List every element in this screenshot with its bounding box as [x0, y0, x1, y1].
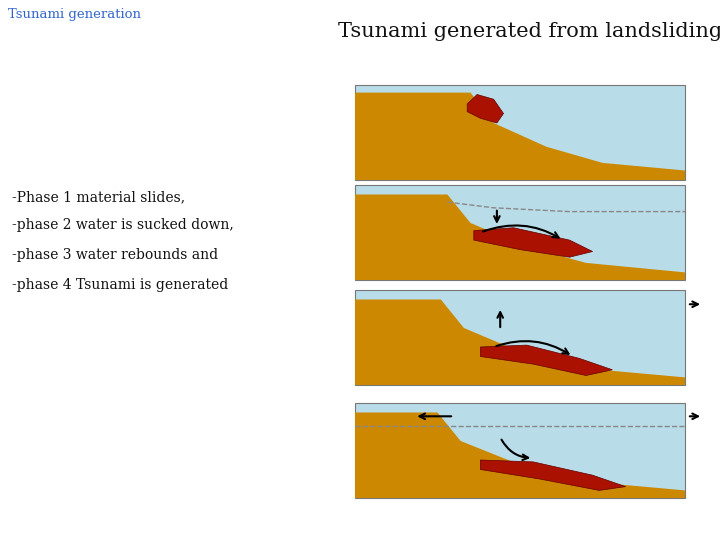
Bar	[355, 290, 685, 385]
Text: Tsunami generation: Tsunami generation	[8, 8, 141, 21]
Polygon shape	[355, 92, 685, 180]
Polygon shape	[355, 194, 685, 280]
Polygon shape	[355, 300, 685, 385]
Text: -Phase 1 material slides,: -Phase 1 material slides,	[12, 190, 185, 204]
Polygon shape	[467, 94, 503, 123]
Polygon shape	[480, 345, 613, 375]
Text: -phase 4 Tsunami is generated: -phase 4 Tsunami is generated	[12, 278, 228, 292]
Bar	[355, 403, 685, 498]
Text: -phase 3 water rebounds and: -phase 3 water rebounds and	[12, 248, 218, 262]
Bar	[355, 185, 685, 280]
Polygon shape	[355, 413, 685, 498]
Polygon shape	[480, 460, 626, 490]
Bar	[355, 85, 685, 180]
Polygon shape	[474, 228, 593, 257]
Text: Tsunami generated from landsliding: Tsunami generated from landsliding	[338, 22, 720, 41]
Text: -phase 2 water is sucked down,: -phase 2 water is sucked down,	[12, 218, 234, 232]
